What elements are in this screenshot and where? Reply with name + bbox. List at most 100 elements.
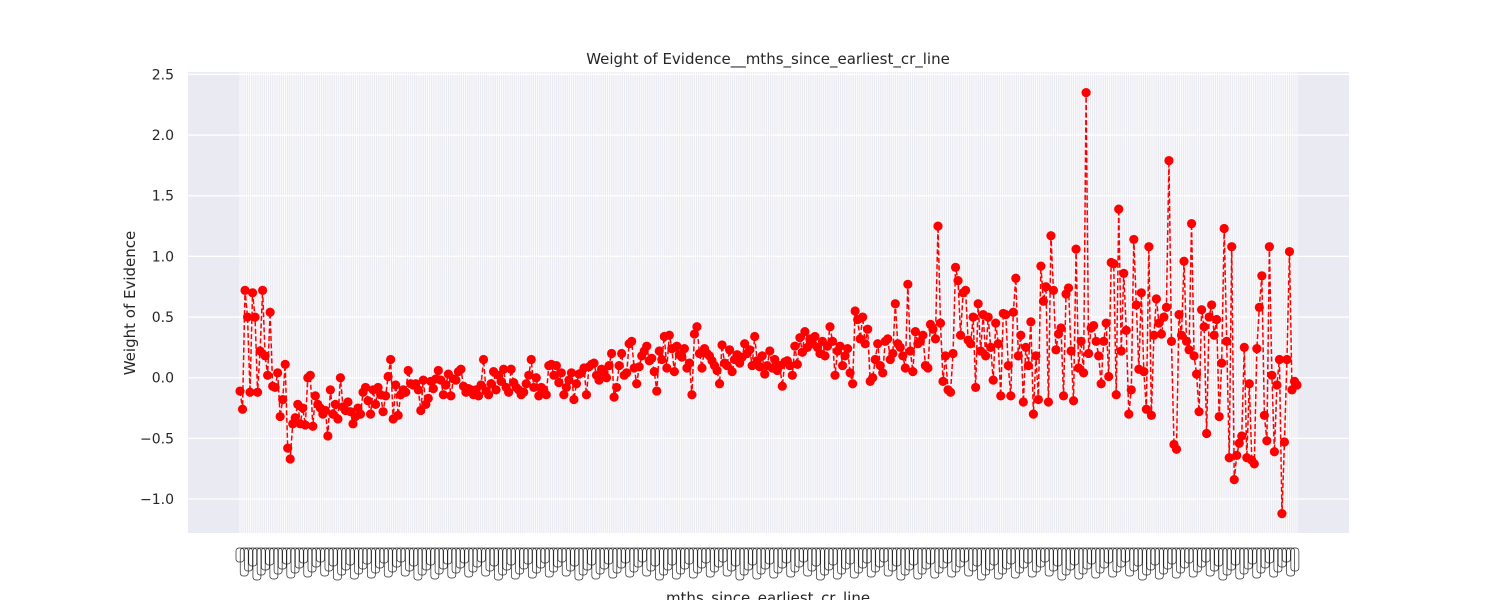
- data-point: [940, 351, 951, 361]
- y-tick-label: 0.0: [152, 371, 174, 387]
- data-point: [348, 419, 358, 429]
- x-tick-label: [1044, 547, 1054, 577]
- data-point: [609, 392, 619, 402]
- data-point: [770, 354, 780, 365]
- data-point: [870, 354, 880, 365]
- x-tick-label: [824, 547, 834, 571]
- data-point: [612, 382, 622, 393]
- data-point: [1179, 256, 1189, 266]
- x-tick-label: [532, 547, 541, 574]
- data-point: [908, 367, 918, 377]
- x-tick-label: [896, 547, 906, 581]
- x-tick-label: [1091, 547, 1101, 579]
- data-point: [689, 329, 700, 339]
- data-point: [1119, 268, 1129, 278]
- data-point: [1277, 508, 1287, 519]
- data-point: [1244, 379, 1254, 389]
- x-tick-label: [1049, 547, 1058, 572]
- x-tick-label: [642, 547, 652, 577]
- x-tick-label: [786, 547, 796, 578]
- x-tick-label: [854, 547, 863, 574]
- x-tick-label: [1065, 547, 1075, 571]
- x-tick-label: [1032, 547, 1041, 573]
- data-point: [541, 390, 551, 400]
- data-point: [1292, 380, 1302, 390]
- x-tick-label: [498, 547, 508, 576]
- data-point: [283, 443, 293, 453]
- x-tick-label: [1002, 547, 1012, 570]
- x-tick-label: [608, 547, 618, 579]
- x-tick-label: [1290, 547, 1300, 572]
- data-point: [242, 312, 253, 322]
- data-point: [1071, 244, 1081, 254]
- x-tick-label: [455, 547, 465, 569]
- x-tick-label: [955, 547, 965, 568]
- x-tick-label: [583, 547, 592, 571]
- x-tick-label: [676, 547, 685, 575]
- x-tick-label: [875, 547, 885, 568]
- data-point: [280, 359, 290, 369]
- x-tick-label: [938, 547, 948, 569]
- data-point: [499, 364, 509, 374]
- x-tick-label: [646, 547, 656, 572]
- data-point: [679, 344, 689, 354]
- data-point: [787, 370, 797, 380]
- data-point: [483, 390, 494, 400]
- data-point: [1176, 330, 1187, 340]
- x-tick-label: [710, 547, 719, 573]
- x-tick-label: [413, 547, 423, 581]
- data-point: [393, 410, 403, 420]
- data-point: [755, 362, 765, 372]
- data-point: [245, 387, 255, 397]
- x-tick-label: [519, 547, 529, 570]
- x-tick-label: [616, 547, 626, 569]
- data-point: [604, 360, 614, 371]
- y-tick-label: 1.5: [152, 189, 174, 205]
- data-point: [333, 414, 343, 424]
- data-point: [905, 346, 915, 356]
- data-point: [930, 334, 941, 344]
- x-tick-label: [273, 547, 283, 575]
- data-point: [1159, 312, 1169, 322]
- x-tick-label: [633, 547, 643, 568]
- data-point: [662, 363, 672, 373]
- data-point: [1217, 358, 1227, 368]
- data-point: [1066, 346, 1076, 356]
- data-point: [320, 405, 330, 416]
- x-tick-label: [735, 547, 745, 581]
- data-point: [363, 396, 373, 406]
- x-tick-label: [1163, 547, 1173, 570]
- x-tick-label: [578, 547, 588, 576]
- data-point: [858, 312, 868, 322]
- data-point: [712, 365, 722, 376]
- data-point: [1078, 368, 1089, 378]
- x-tick-label: [816, 547, 825, 581]
- x-tick-label: [511, 547, 520, 580]
- x-tick-label: [1036, 547, 1046, 568]
- data-point: [235, 386, 245, 396]
- x-tick-label: [383, 547, 393, 578]
- x-tick-label: [388, 547, 397, 573]
- x-tick-label: [549, 547, 558, 573]
- x-tick-label: [261, 547, 270, 571]
- x-tick-label: [481, 547, 491, 577]
- x-tick-label: [866, 547, 876, 578]
- data-point: [684, 358, 695, 368]
- data-point: [1181, 336, 1192, 346]
- data-point: [1104, 371, 1114, 382]
- x-tick-label: [286, 547, 296, 579]
- data-point: [863, 324, 873, 334]
- data-point: [1154, 318, 1164, 328]
- x-tick-label: [502, 547, 512, 571]
- x-tick-label: [252, 547, 262, 581]
- x-tick-label: [464, 547, 474, 578]
- data-point: [790, 341, 800, 351]
- data-point: [632, 379, 642, 389]
- data-point: [1196, 305, 1207, 315]
- data-point: [842, 344, 853, 354]
- x-tick-label: [561, 547, 571, 577]
- data-point: [285, 454, 295, 464]
- data-point: [1001, 310, 1011, 320]
- data-point: [1146, 410, 1156, 420]
- data-point: [627, 336, 637, 346]
